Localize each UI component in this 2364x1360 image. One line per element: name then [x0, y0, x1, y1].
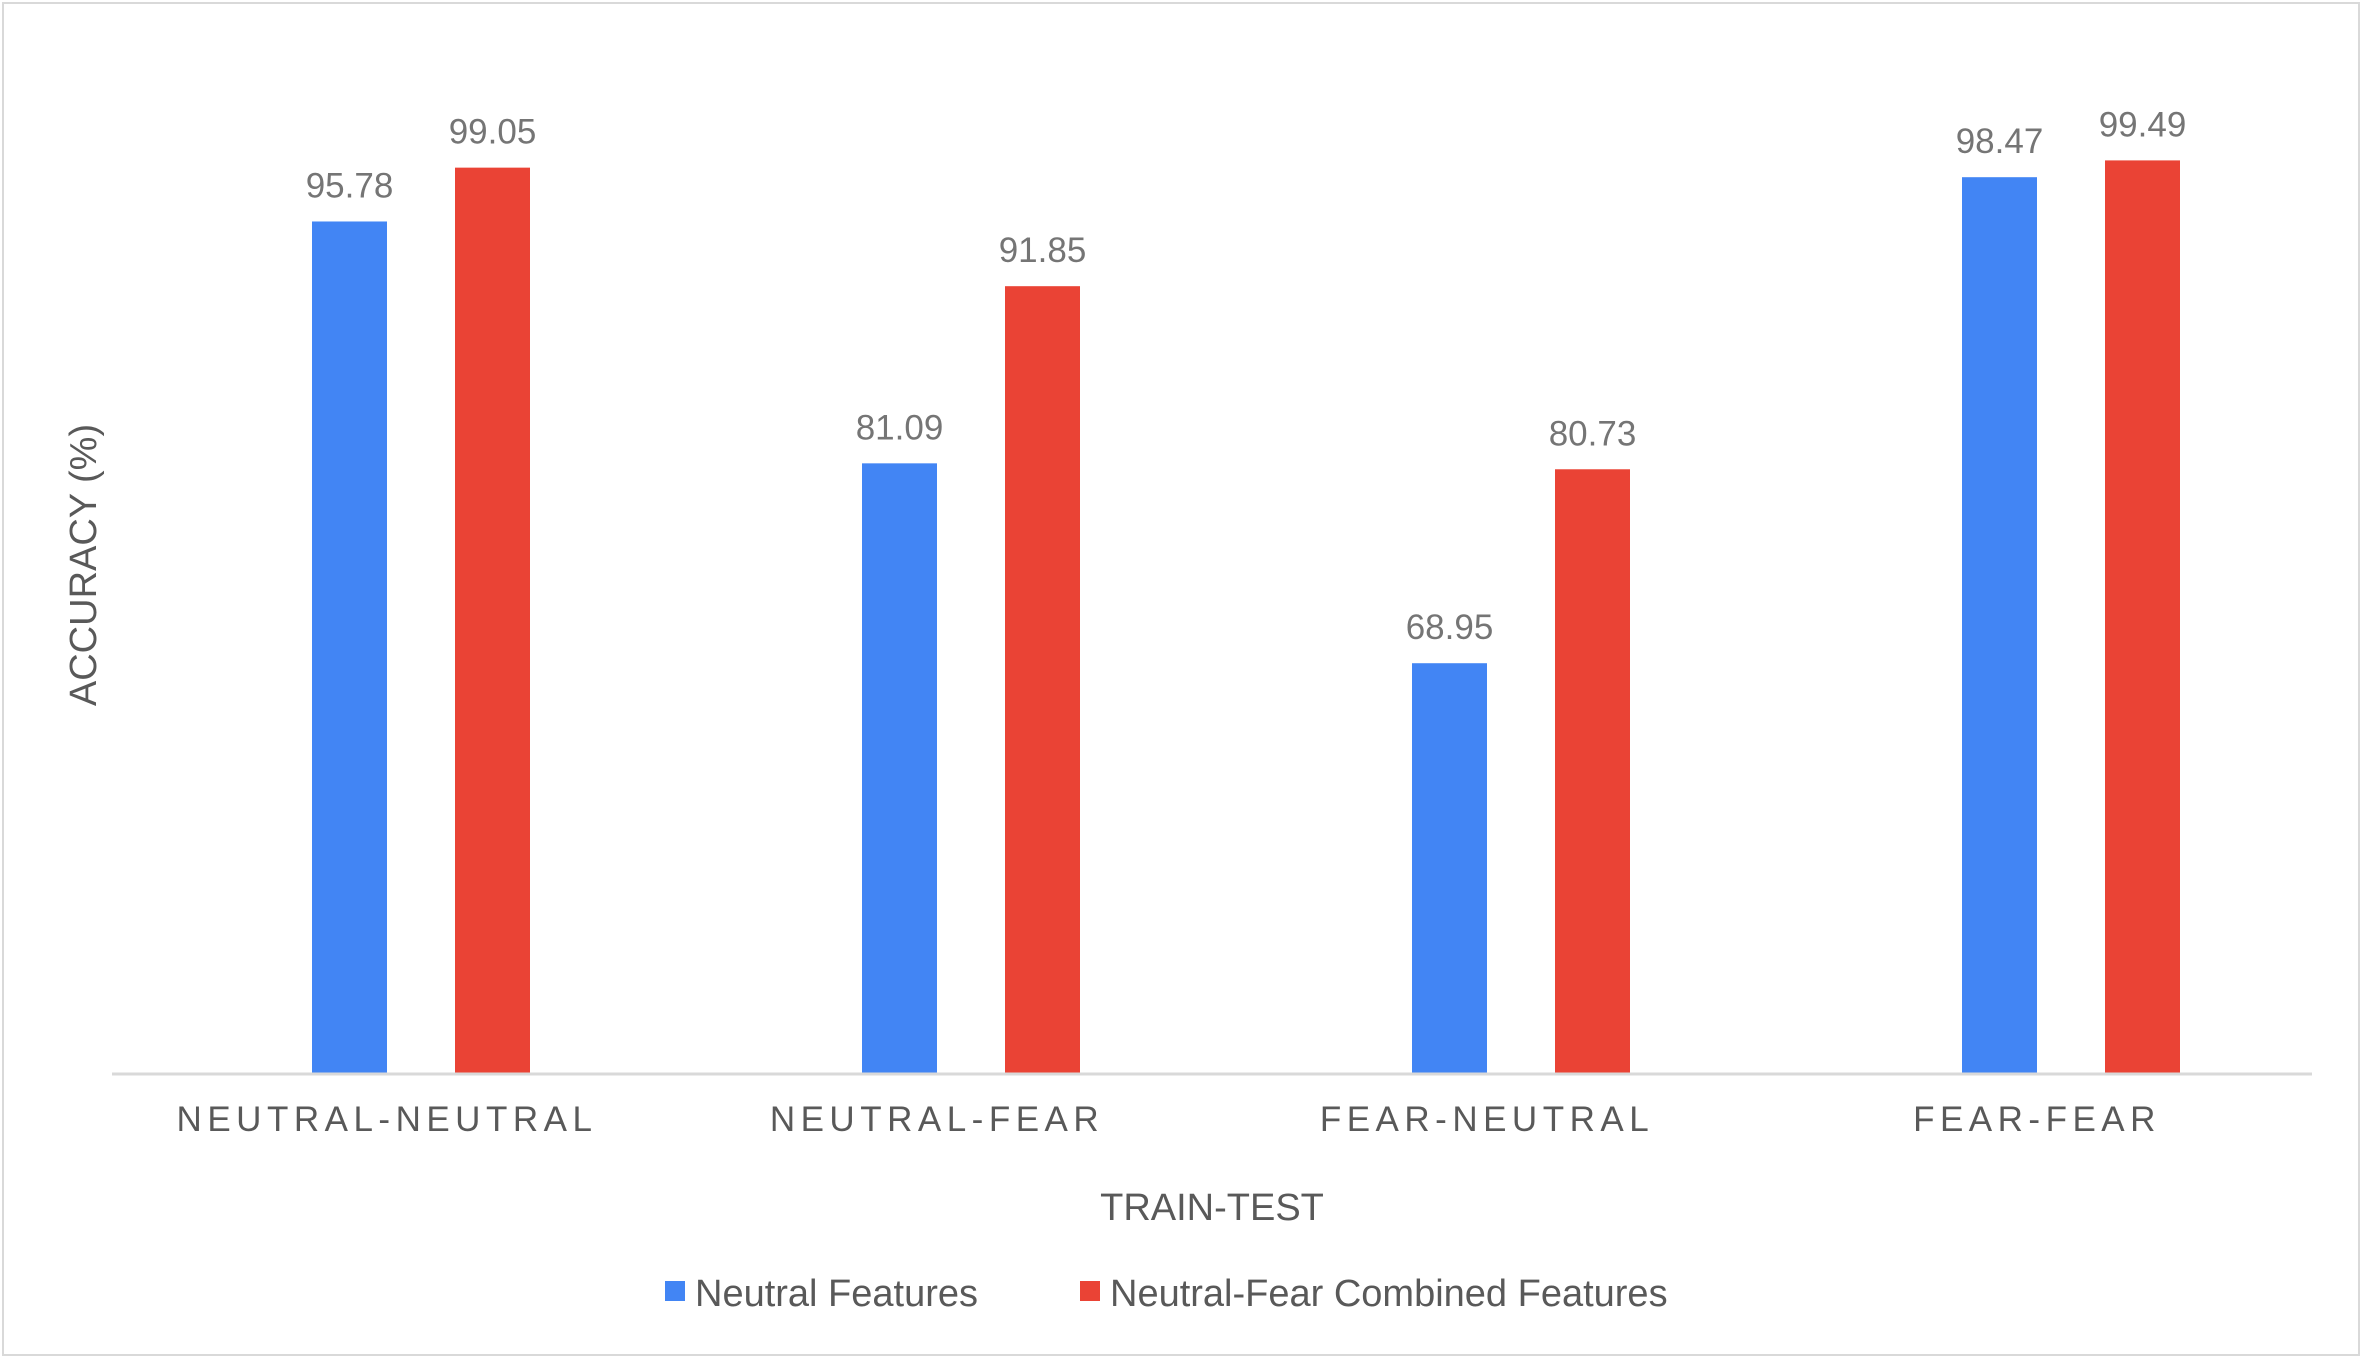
- category-label-fear-neutral: FEAR-NEUTRAL: [1320, 1100, 1654, 1139]
- legend-label-combined-features: Neutral-Fear Combined Features: [1110, 1273, 1668, 1315]
- data-label-neutral-fear-fear: 98.47: [1956, 122, 2044, 161]
- y-axis-title: ACCURACY (%): [63, 424, 105, 706]
- data-label-combined-neutral-neutral: 99.05: [449, 113, 537, 152]
- data-label-neutral-fear-neutral: 68.95: [1406, 608, 1494, 647]
- bar-combined-neutral-fear: [1005, 286, 1080, 1074]
- bar-neutral-neutral-fear: [862, 463, 937, 1075]
- legend-label-neutral-features: Neutral Features: [695, 1273, 978, 1315]
- category-label-neutral-neutral: NEUTRAL-NEUTRAL: [177, 1100, 598, 1139]
- data-label-neutral-neutral-fear: 81.09: [856, 408, 944, 447]
- x-axis-title: TRAIN-TEST: [1100, 1187, 1324, 1229]
- bar-neutral-neutral-neutral: [312, 221, 387, 1075]
- data-label-combined-fear-fear: 99.49: [2099, 105, 2187, 144]
- data-label-combined-fear-neutral: 80.73: [1549, 414, 1637, 453]
- legend-swatch-neutral-features: [665, 1281, 685, 1301]
- bar-combined-fear-fear: [2105, 160, 2180, 1074]
- category-label-neutral-fear: NEUTRAL-FEAR: [770, 1100, 1104, 1139]
- bars-group: [312, 160, 2180, 1075]
- legend: Neutral Features Neutral-Fear Combined F…: [665, 1273, 1668, 1315]
- category-label-fear-fear: FEAR-FEAR: [1913, 1100, 2161, 1139]
- bar-combined-neutral-neutral: [455, 167, 530, 1075]
- bar-combined-fear-neutral: [1555, 469, 1630, 1074]
- category-labels-group: NEUTRAL-NEUTRAL NEUTRAL-FEAR FEAR-NEUTRAL F…: [177, 1100, 2161, 1139]
- bar-neutral-fear-neutral: [1412, 663, 1487, 1074]
- data-label-neutral-neutral-neutral: 95.78: [306, 166, 394, 205]
- legend-swatch-combined-features: [1080, 1281, 1100, 1301]
- bar-neutral-fear-fear: [1962, 177, 2037, 1074]
- data-label-combined-neutral-fear: 91.85: [999, 231, 1087, 270]
- value-labels-group: 95.78 99.05 81.09 91.85 68.95 80.73 98.47 99.49: [306, 105, 2187, 647]
